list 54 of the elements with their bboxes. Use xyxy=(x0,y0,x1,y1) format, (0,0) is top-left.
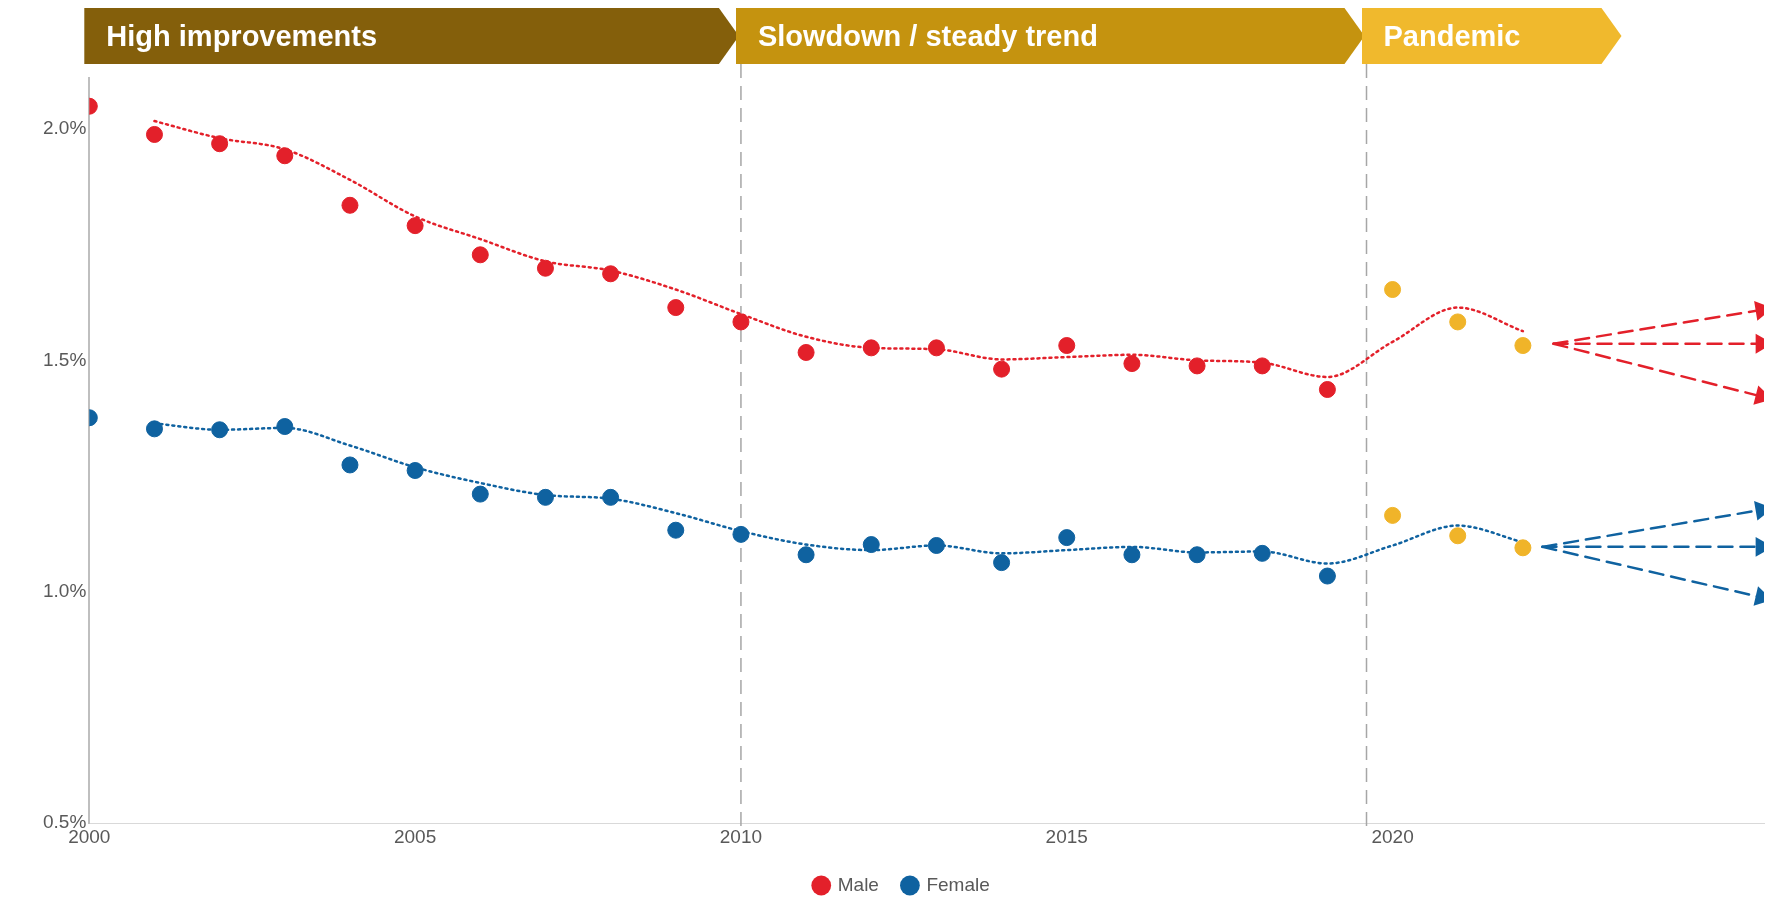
point xyxy=(993,554,1011,572)
point xyxy=(602,265,620,283)
line-series xyxy=(153,119,1525,379)
point xyxy=(862,536,880,554)
point xyxy=(667,299,685,317)
point xyxy=(927,536,945,554)
point xyxy=(145,420,163,438)
point xyxy=(1514,539,1532,557)
point xyxy=(1449,313,1467,331)
point xyxy=(276,147,294,165)
x-tick-label: 2020 xyxy=(1371,825,1414,847)
point xyxy=(406,217,424,235)
legend-label: Female xyxy=(926,873,990,895)
point xyxy=(1253,544,1271,562)
point xyxy=(732,313,750,331)
point xyxy=(211,421,229,439)
point xyxy=(602,488,620,506)
y-tick-label: 2.0% xyxy=(42,117,87,139)
point xyxy=(1449,527,1467,545)
point xyxy=(927,339,945,357)
point xyxy=(1318,381,1336,398)
point xyxy=(211,135,229,153)
point xyxy=(471,246,489,264)
point xyxy=(276,418,294,436)
y-tick-label: 1.0% xyxy=(42,580,87,602)
point xyxy=(341,456,359,474)
point xyxy=(1253,357,1271,375)
point xyxy=(1318,567,1336,585)
x-tick-label: 2005 xyxy=(393,825,437,847)
point xyxy=(536,259,554,277)
point xyxy=(667,521,685,539)
point xyxy=(536,488,554,506)
y-tick-label: 1.5% xyxy=(42,348,87,370)
point xyxy=(732,525,750,543)
point xyxy=(1058,337,1076,355)
x-tick-label: 2010 xyxy=(719,825,763,847)
point xyxy=(1384,281,1402,299)
x-tick-label: 2015 xyxy=(1045,825,1088,847)
point xyxy=(1514,337,1532,355)
point xyxy=(1188,357,1206,375)
point xyxy=(993,360,1011,378)
point xyxy=(1058,529,1076,547)
point xyxy=(1123,546,1141,564)
point xyxy=(1123,355,1141,373)
point xyxy=(1384,506,1402,524)
point xyxy=(797,343,815,361)
point xyxy=(862,339,880,357)
point xyxy=(1188,546,1206,564)
point xyxy=(406,462,424,479)
point xyxy=(341,196,359,214)
legend-label: Male xyxy=(837,873,879,895)
point xyxy=(145,125,163,143)
point xyxy=(471,485,489,503)
point xyxy=(797,546,815,564)
